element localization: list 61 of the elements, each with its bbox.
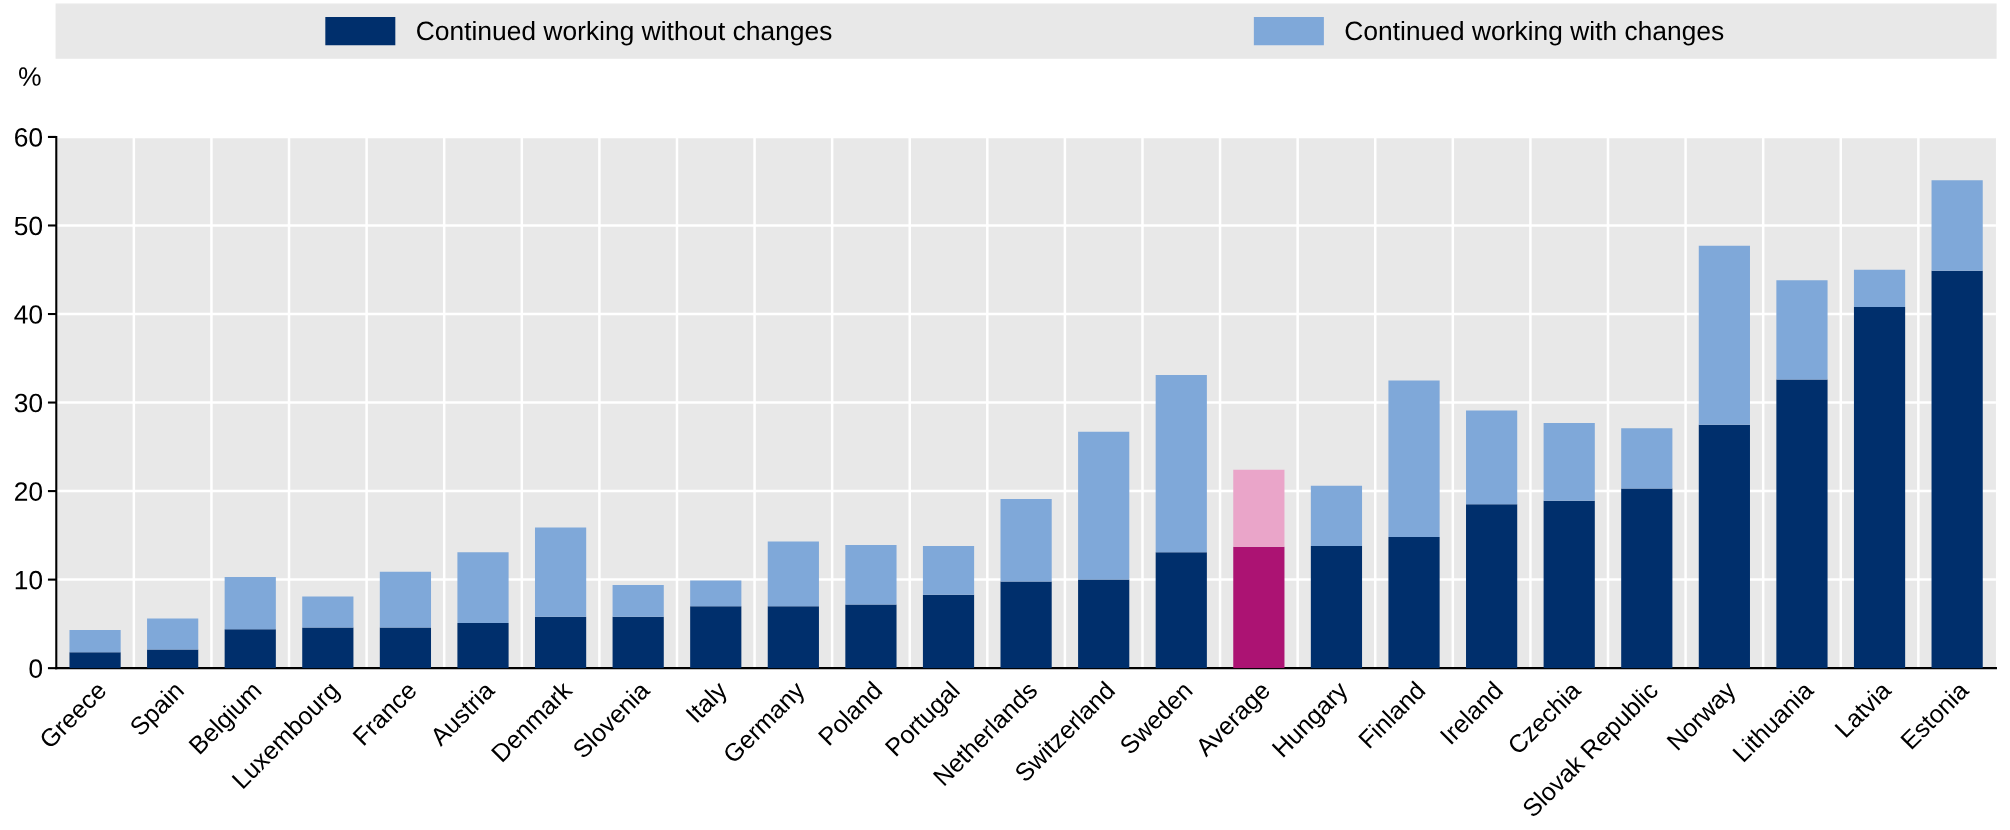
bar	[612, 616, 664, 669]
bar	[1000, 581, 1052, 669]
bar	[69, 652, 121, 669]
x-tick-label: Italy	[684, 679, 733, 727]
bar	[845, 545, 897, 605]
bar	[457, 552, 509, 623]
y-tick-label: 20	[15, 482, 43, 501]
bar	[1078, 579, 1130, 669]
bar	[1931, 270, 1983, 669]
y-tick-label: 40	[14, 305, 43, 324]
bar	[379, 571, 432, 628]
bar	[1078, 431, 1130, 580]
bar	[1155, 552, 1207, 669]
bar	[767, 606, 819, 669]
bar	[1621, 488, 1673, 669]
bar	[845, 604, 897, 669]
bar	[302, 596, 354, 628]
bar	[1388, 380, 1440, 538]
bar	[224, 629, 276, 669]
legend-label: Continued working without changes	[417, 20, 832, 46]
bar	[224, 576, 276, 630]
bar	[534, 527, 587, 617]
bar	[302, 627, 354, 669]
bar	[1310, 545, 1363, 669]
y-tick-label: 10	[15, 570, 43, 590]
bar	[1698, 245, 1750, 425]
bar	[1000, 499, 1052, 582]
bar	[1853, 269, 1906, 307]
bar	[1931, 180, 1983, 271]
y-tick-label: 30	[14, 393, 43, 413]
bar	[690, 606, 742, 669]
bar	[690, 580, 742, 607]
bar	[1776, 280, 1828, 380]
bar	[1233, 469, 1285, 547]
bar	[534, 616, 587, 669]
bar	[1621, 428, 1673, 489]
bar	[922, 594, 975, 669]
bar	[1543, 500, 1595, 669]
bar	[1388, 537, 1440, 669]
bar	[767, 541, 819, 607]
bar	[457, 623, 509, 669]
bar	[1698, 424, 1750, 669]
bar	[1233, 546, 1285, 669]
bar	[1543, 422, 1595, 501]
y-tick-label: 60	[15, 128, 43, 147]
bar	[1466, 410, 1518, 505]
legend-label: Continued working with changes	[1345, 20, 1724, 46]
bar	[69, 630, 121, 653]
y-tick-label: 0	[29, 659, 43, 678]
y-tick-label: 50	[14, 216, 43, 236]
bar	[147, 649, 199, 669]
bar	[612, 584, 664, 617]
bar	[922, 545, 975, 595]
bar	[379, 627, 432, 669]
bar	[1853, 306, 1906, 669]
bar	[1310, 485, 1363, 546]
y-axis-title: %	[19, 67, 41, 86]
bar	[1466, 504, 1518, 669]
bar	[1776, 379, 1828, 669]
bar	[1155, 375, 1207, 553]
bar	[147, 618, 199, 650]
